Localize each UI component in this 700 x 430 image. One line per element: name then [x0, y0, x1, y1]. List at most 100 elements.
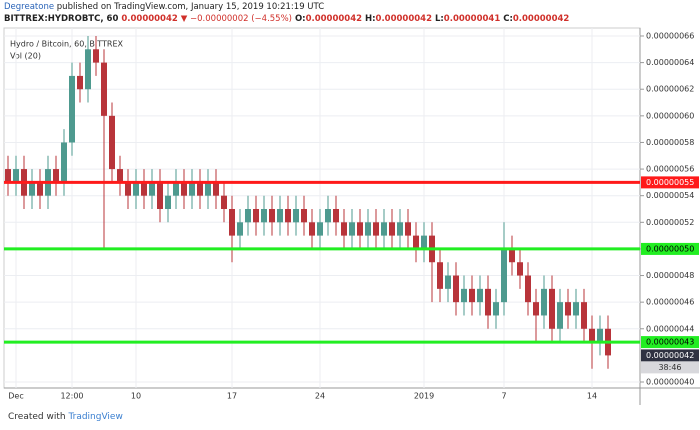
x-tick-label: 12:00 [60, 392, 83, 401]
level-label: 0.00000055 [646, 178, 694, 187]
candle-body [405, 222, 411, 236]
candle-body [85, 49, 91, 90]
candle-body [37, 182, 43, 196]
candle-body [221, 195, 227, 209]
candle-body [5, 169, 11, 183]
ohlc-val: 0.00000042 [305, 14, 363, 24]
level-label-box [641, 242, 699, 255]
candle-body [149, 182, 155, 196]
candle-body [285, 208, 291, 223]
candle-body [493, 302, 499, 316]
candle-body [373, 222, 379, 236]
candle-body [581, 302, 587, 329]
candle-body [365, 222, 371, 236]
candle-body [213, 182, 219, 196]
candle-body [237, 222, 243, 236]
candle-body [413, 235, 419, 249]
level-label-box [641, 336, 699, 349]
price-box [641, 349, 699, 362]
candle-body [165, 195, 171, 209]
author: Degreatone [4, 2, 55, 12]
x-tick-label: 24 [315, 392, 325, 401]
y-tick-label: 0.00000048 [646, 271, 694, 280]
candle-body [93, 49, 99, 63]
countdown-box [641, 361, 699, 374]
y-tick-label: 0.00000058 [646, 138, 694, 147]
candle-body [317, 222, 323, 236]
chart: Hydro / Bitcoin, 60, BITTREX Vol (20) 0.… [3, 27, 700, 405]
candle-body [485, 288, 491, 316]
y-tick-label: 0.00000056 [646, 165, 694, 174]
symbol-line: BITTREX:HYDROBTC, 60 0.00000042 ▼ −0.000… [4, 14, 569, 24]
candle-body [381, 222, 387, 236]
candle-body [325, 208, 331, 223]
candle-body [573, 302, 579, 316]
candle-body [133, 182, 139, 196]
candle-body [101, 62, 107, 116]
x-tick-label: 7 [501, 392, 506, 401]
ohlc-key: L: [434, 14, 444, 24]
x-tick-label: Dec [8, 392, 23, 401]
candle-body [181, 182, 187, 196]
symbol: BITTREX:HYDROBTC, 60 [4, 14, 119, 24]
chart-title: Hydro / Bitcoin, 60, BITTREX [10, 40, 123, 49]
candle-body [125, 182, 131, 196]
candle-body [197, 182, 203, 196]
candle-body [277, 208, 283, 223]
candle-body [333, 208, 339, 223]
ohlc-key: H: [365, 14, 376, 24]
published: published on TradingView.com, January 15… [56, 2, 325, 12]
plot-frame [3, 27, 641, 389]
last: 0.00000042 [121, 14, 178, 24]
candle-body [341, 222, 347, 236]
candle-body [269, 208, 275, 223]
candle-body [117, 169, 123, 183]
level-label: 0.00000050 [646, 244, 694, 253]
candle-body [525, 275, 531, 303]
y-tick-label: 0.00000052 [646, 218, 694, 227]
candle-body [173, 182, 179, 196]
candle-body [205, 182, 211, 196]
y-tick-label: 0.00000046 [646, 298, 694, 307]
y-tick-label: 0.00000044 [646, 324, 694, 333]
change: ▼ −0.00000002 (−4.55%) [180, 14, 292, 24]
publish-line: Degreatone published on TradingView.com,… [4, 2, 324, 12]
price-label: 0.00000042 [646, 351, 694, 360]
x-tick-label: 2019 [414, 392, 434, 401]
x-tick-label: 14 [587, 392, 597, 401]
candle-body [53, 169, 59, 183]
level-label: 0.00000043 [646, 338, 694, 347]
candle-body [141, 182, 147, 196]
candle-body [13, 169, 19, 183]
candle-body [69, 75, 75, 143]
y-tick-label: 0.00000062 [646, 85, 694, 94]
candle-body [253, 208, 259, 223]
brand[interactable]: TradingView [68, 412, 123, 422]
footer: Created with TradingView [8, 412, 123, 422]
x-tick-label: 17 [227, 392, 237, 401]
candle-body [469, 288, 475, 303]
candle-body [309, 222, 315, 236]
countdown: 38:46 [658, 363, 681, 372]
level-label-box [641, 176, 699, 189]
ohlc-key: C: [503, 14, 513, 24]
candle-body [229, 208, 235, 236]
ohlc-val: 0.00000042 [375, 14, 432, 24]
candle-body [421, 235, 427, 249]
candle-body [157, 182, 163, 209]
y-tick-label: 0.00000040 [646, 378, 694, 387]
y-tick-label: 0.00000064 [646, 58, 694, 67]
y-tick-label: 0.00000060 [646, 111, 694, 120]
chart-subtitle: Vol (20) [10, 52, 41, 61]
candle-body [389, 222, 395, 236]
candle-body [501, 248, 507, 303]
candle-body [557, 302, 563, 329]
candle-body [477, 288, 483, 303]
candle-body [261, 208, 267, 223]
candle-body [29, 182, 35, 196]
candle-body [509, 248, 515, 263]
candle-body [445, 275, 451, 289]
candle-body [453, 275, 459, 303]
footer-text: Created with [8, 412, 66, 422]
candle-body [293, 208, 299, 223]
